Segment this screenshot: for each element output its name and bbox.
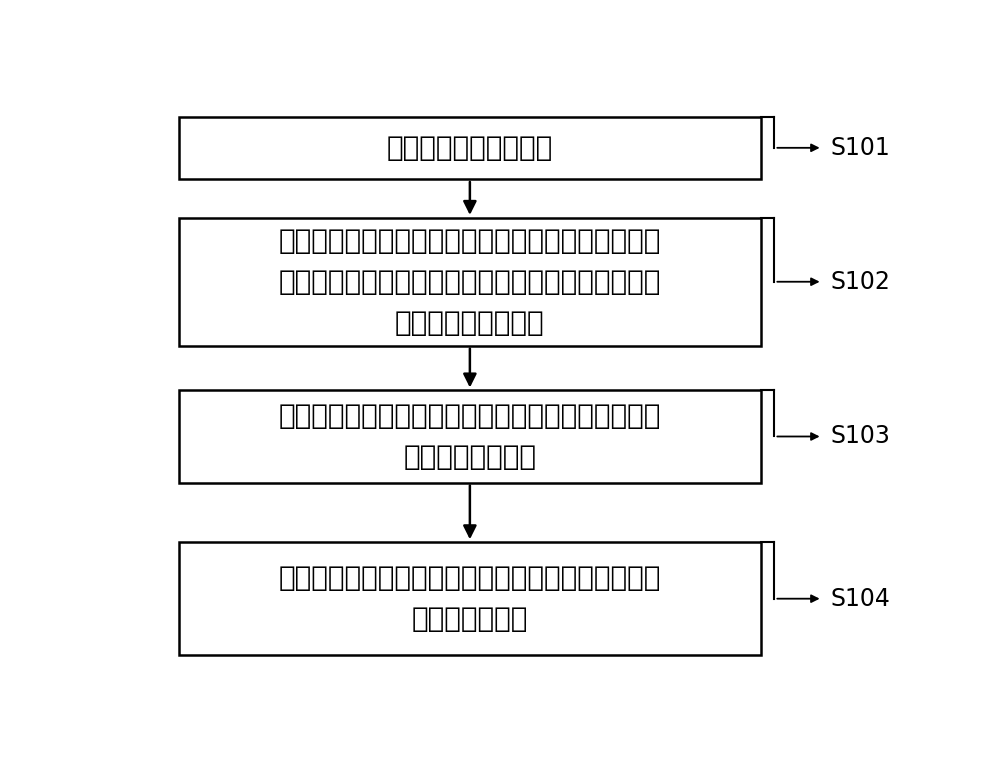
Text: S101: S101 [830, 136, 890, 160]
Text: S103: S103 [830, 424, 890, 448]
Bar [179, 542, 761, 656]
Text: 获取目标补偿电压矢量: 获取目标补偿电压矢量 [387, 134, 553, 162]
Text: 根据目标补偿电压矢量确定至少一种目标抽头投切组
合；其中，目标抽头投切组合包括每个副边绕组中的
各级绕组的接入状态: 根据目标补偿电压矢量确定至少一种目标抽头投切组 合；其中，目标抽头投切组合包括每… [279, 226, 661, 337]
Bar [179, 390, 761, 482]
Text: S104: S104 [830, 587, 890, 611]
Text: 基于开关动作量最少的目标抽头投切组合对移向变压
器进行抽头投切: 基于开关动作量最少的目标抽头投切组合对移向变压 器进行抽头投切 [279, 564, 661, 633]
Bar [179, 117, 761, 179]
Text: 计算将当前抽头投切组合切换为每种目标抽头投切组
合时的开关动作量: 计算将当前抽头投切组合切换为每种目标抽头投切组 合时的开关动作量 [279, 402, 661, 471]
Bar [179, 218, 761, 346]
Text: S102: S102 [830, 270, 890, 294]
